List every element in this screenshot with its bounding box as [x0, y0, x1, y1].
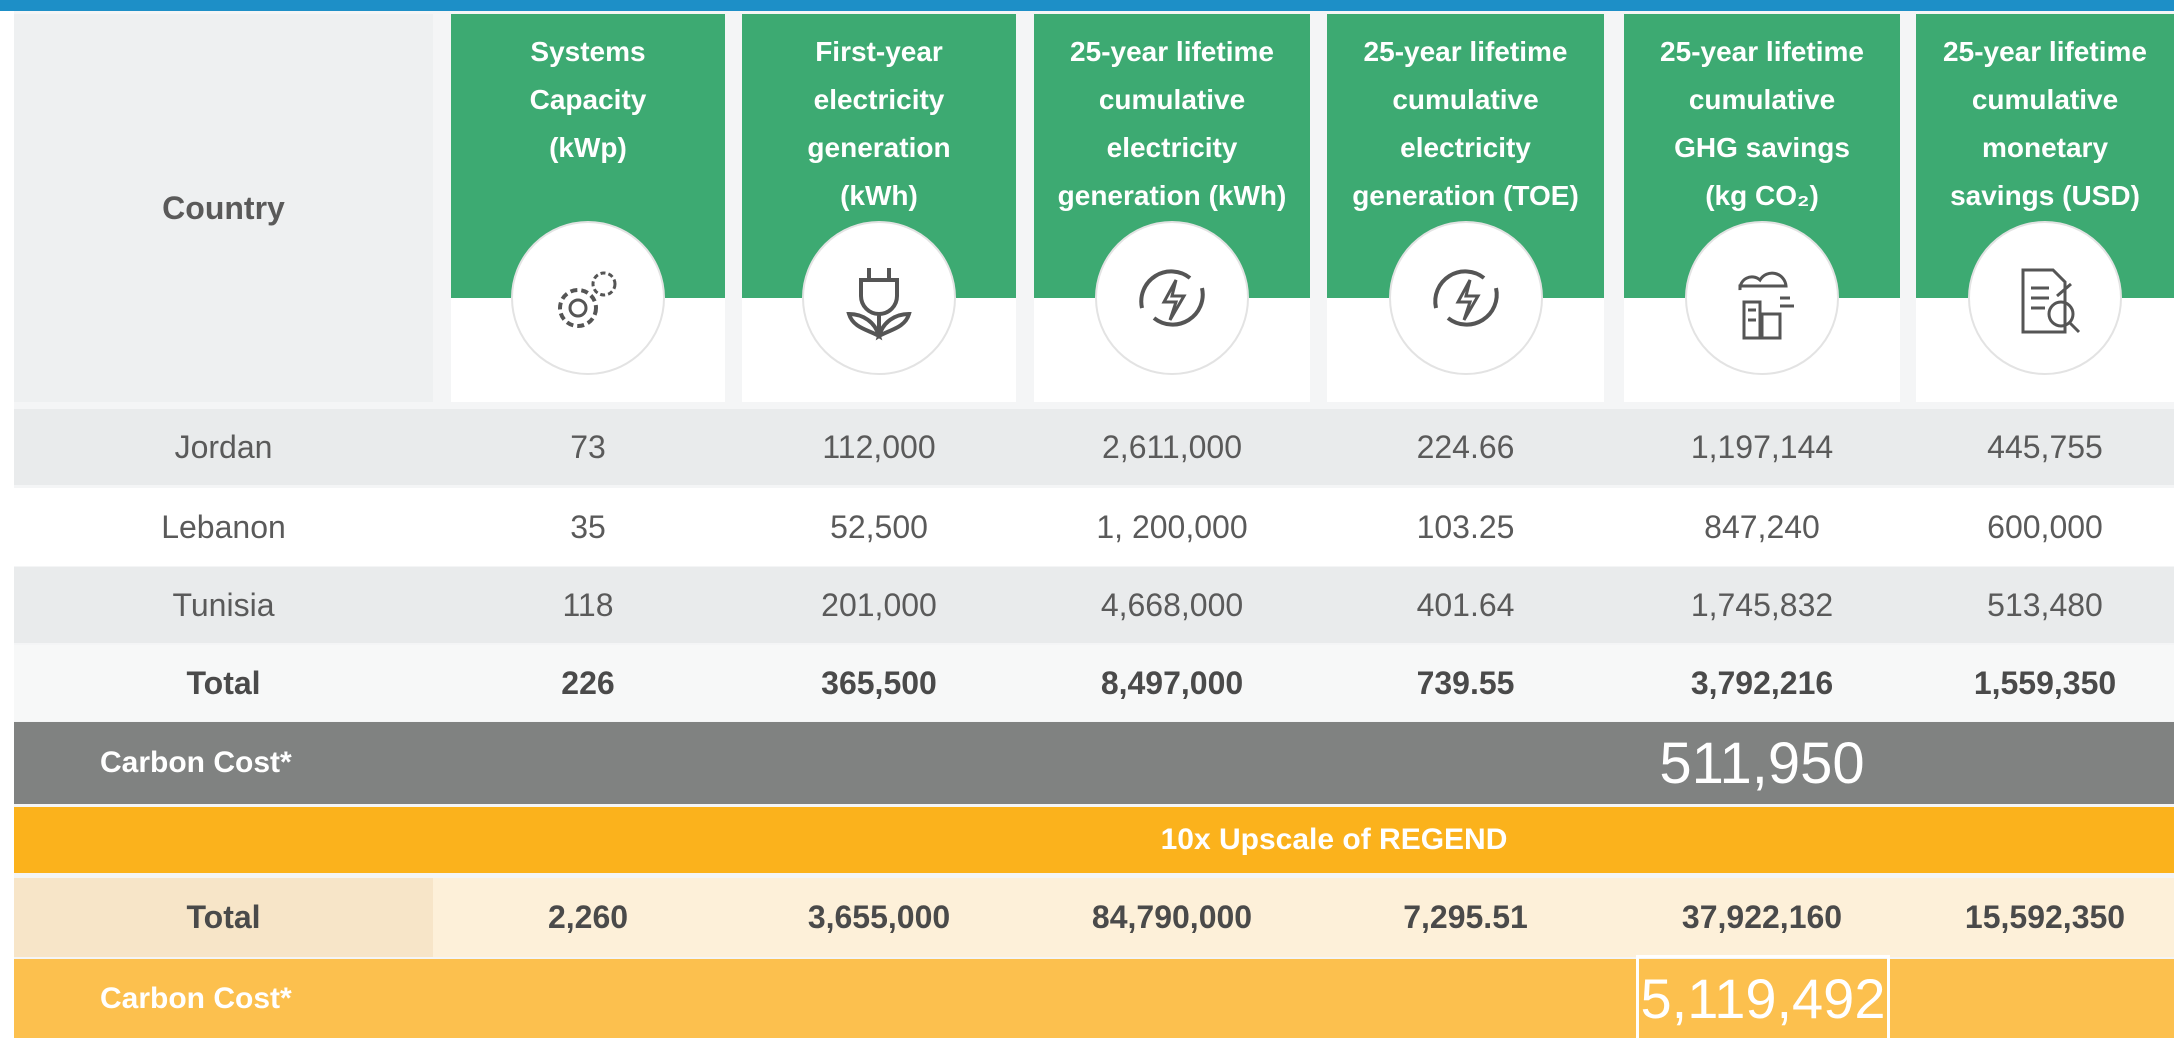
- header-line: (kg CO₂): [1705, 180, 1819, 211]
- row-value: 224.66: [1416, 428, 1515, 465]
- header-line: 25-year lifetime: [1363, 36, 1568, 67]
- header-line: generation (kWh): [1057, 180, 1287, 211]
- total-bg: [14, 645, 2174, 721]
- header-line: 25-year lifetime: [1660, 36, 1864, 67]
- row-value: 1,745,832: [1690, 586, 1834, 623]
- row-value: 112,000: [822, 428, 936, 465]
- carbon-label: Carbon Cost*: [100, 746, 292, 779]
- header-line: electricity: [813, 84, 945, 115]
- total-value: 1,559,350: [1973, 664, 2117, 701]
- header-left-strip: [0, 11, 14, 1038]
- upscale-carbon-value: 5,119,492: [1636, 955, 1890, 1038]
- header-icon: [1388, 221, 1543, 375]
- row-value: 52,500: [830, 508, 928, 545]
- upscale-title: 10x Upscale of REGEND: [1160, 823, 1508, 856]
- header-cell: 25-year lifetime cumulative electricity gen…: [1034, 14, 1310, 298]
- country-header-cell: Country: [14, 14, 433, 402]
- header-line: cumulative: [1098, 84, 1246, 115]
- row-value: 847,240: [1704, 508, 1820, 545]
- header-cell: 25-year lifetime cumulative GHG savings (kg…: [1624, 14, 1900, 298]
- row-value: 1,197,144: [1690, 428, 1834, 465]
- row-country: Lebanon: [161, 508, 286, 545]
- header-line: (kWh): [840, 180, 918, 211]
- header-line: (kWp): [549, 132, 627, 163]
- row-value: 103.25: [1416, 508, 1515, 545]
- upscale-total-country-bg: [14, 878, 433, 957]
- upscale-carbon-bg: [14, 959, 2174, 1038]
- row-bg: [14, 567, 2174, 643]
- total-label: Total: [186, 664, 261, 701]
- total-value: 365,500: [821, 664, 937, 701]
- carbon-value: 511,950: [1659, 730, 1865, 796]
- upscale-total-label: Total: [186, 899, 261, 935]
- row-value: 73: [570, 428, 606, 465]
- row-value: 201,000: [821, 586, 937, 623]
- header-line: monetary: [1981, 132, 2109, 163]
- row-value: 1, 200,000: [1096, 508, 1248, 545]
- header-line: cumulative: [1392, 84, 1539, 115]
- upscale-total-value: 15,592,350: [1964, 899, 2126, 935]
- row-value: 118: [562, 586, 614, 623]
- header-line: generation (TOE): [1352, 180, 1579, 211]
- header-line: electricity: [1106, 132, 1238, 163]
- header-line: generation: [807, 132, 951, 163]
- header-line: cumulative: [1971, 84, 2119, 115]
- row-value: 35: [570, 508, 606, 545]
- header-line: 25-year lifetime: [1070, 36, 1274, 67]
- header-icon: [511, 221, 665, 375]
- upscale-carbon-label: Carbon Cost*: [100, 981, 292, 1015]
- row-bg: [14, 409, 2174, 485]
- header-line: 25-year lifetime: [1943, 36, 2147, 67]
- row-value: 2,611,000: [1102, 428, 1242, 465]
- header-icon: [1685, 221, 1839, 375]
- header-icon: [802, 221, 956, 375]
- upscale-total-value: 7,295.51: [1403, 899, 1528, 935]
- carbon-bg: [14, 722, 2174, 804]
- header-icon: [1095, 221, 1249, 375]
- header-cell: Systems Capacity (kWp): [451, 14, 725, 298]
- header-line: Systems: [530, 36, 646, 67]
- upscale-total-value: 2,260: [547, 899, 629, 935]
- upscale-total-value: 37,922,160: [1681, 899, 1843, 935]
- header-line: First-year: [815, 36, 943, 67]
- top-bar: [0, 0, 2174, 11]
- row-value: 445,755: [1987, 428, 2103, 465]
- row-value: 401.64: [1416, 586, 1515, 623]
- total-value: 8,497,000: [1100, 664, 1244, 701]
- total-value: 739.55: [1416, 664, 1515, 701]
- upscale-bg: [14, 807, 2174, 873]
- header-line: electricity: [1400, 132, 1531, 163]
- upscale-total-value: 3,655,000: [807, 899, 951, 935]
- header-line: savings (USD): [1950, 180, 2140, 211]
- total-value: 3,792,216: [1690, 664, 1834, 701]
- row-value: 600,000: [1987, 508, 2103, 545]
- total-value: 226: [561, 664, 615, 701]
- header-line: cumulative: [1688, 84, 1836, 115]
- row-value: 4,668,000: [1100, 586, 1244, 623]
- header-line: Capacity: [529, 84, 647, 115]
- header-line: GHG savings: [1674, 132, 1850, 163]
- row-country: Jordan: [174, 428, 273, 465]
- row-bg: [14, 488, 2174, 566]
- row-value: 513,480: [1987, 586, 2103, 623]
- row-country: Tunisia: [172, 586, 275, 623]
- upscale-total-value: 84,790,000: [1091, 899, 1253, 935]
- header-icon: [1968, 221, 2122, 375]
